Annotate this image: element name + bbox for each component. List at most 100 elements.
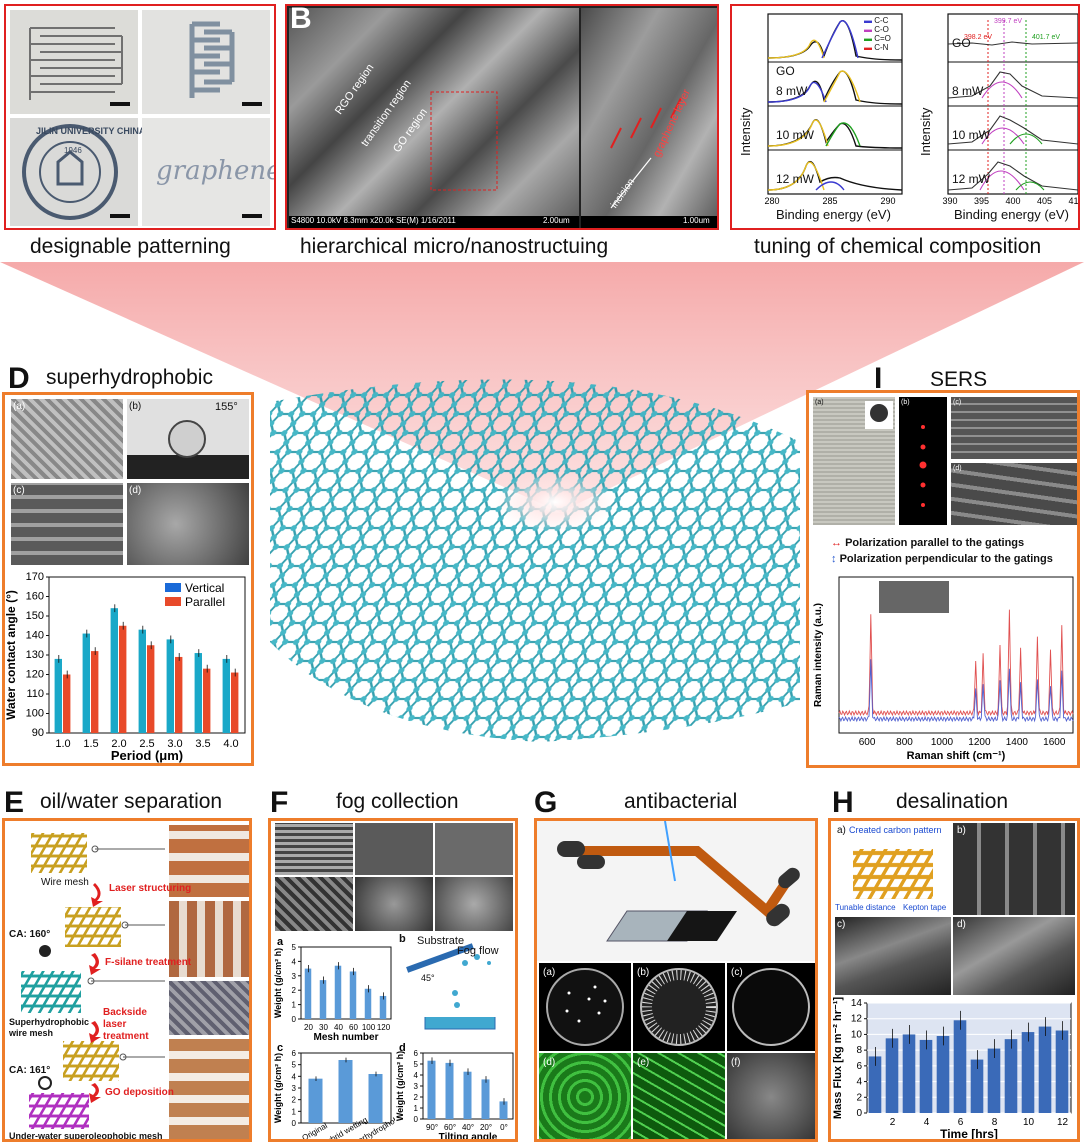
panel-f: 0 1 2 3 4 5 20 30 40 60 100 120 Mesh number Weight (g… [268, 818, 518, 1142]
sem-image-inset [581, 8, 717, 228]
x-tick-label: 0° [500, 1123, 508, 1132]
legend-c-c: C-C [874, 16, 889, 25]
y-tick-label: 5 [292, 943, 297, 952]
bar [379, 995, 387, 1019]
bar [481, 1079, 490, 1119]
panel-f-sub-b: b [399, 933, 406, 945]
mesh-photo-1 [169, 825, 249, 897]
caption-c: tuning of chemical composition [754, 235, 1042, 258]
y-tick-label: 170 [26, 571, 44, 583]
xps-right-row-12mw: 12 mW [952, 172, 991, 186]
xps-left-row-12mw: 12 mW [776, 172, 815, 186]
bar [231, 672, 239, 733]
panel-b: RGO region transition region GO region S… [285, 4, 719, 230]
panel-a-word-tile [142, 118, 270, 226]
panel-i-label-d: (d) [953, 465, 962, 472]
bar [175, 656, 183, 733]
raman-x-tick: 1400 [1006, 737, 1029, 748]
x-axis-label: Tilting angle [439, 1132, 498, 1142]
y-tick-label: 3 [414, 1082, 419, 1091]
fog-setup-diagram [406, 943, 496, 1030]
caption-a: designable patterning [30, 235, 231, 258]
raman-x-tick: 1600 [1043, 737, 1066, 748]
panel-g-title: antibacterial [624, 790, 738, 813]
bar [463, 1071, 472, 1119]
mass-flux-chart: 0 2 4 6 8 10 12 14 Time [hrs] Mass Flux [kg m⁻² h… [832, 997, 1072, 1139]
x-tick-label: 1.0 [55, 738, 70, 750]
y-tick-label: 10 [851, 1029, 863, 1040]
panel-a-pattern-1 [10, 10, 138, 114]
panel-letter-b: B [290, 2, 312, 35]
x-tick-label: 20 [304, 1023, 313, 1032]
legend-swatch-parallel [165, 597, 181, 606]
xps-left-ylabel: Intensity [738, 107, 753, 156]
label-45-deg: 45° [421, 973, 435, 983]
label-ca-160: CA: 160° [9, 929, 51, 940]
raman-legend-parallel: ↔ Polarization parallel to the gatings [831, 537, 1025, 549]
label-go-deposition: GO deposition [105, 1087, 174, 1098]
panel-g-label-d: (d) [543, 1057, 556, 1068]
xps-right-ylabel: Intensity [918, 107, 933, 156]
seal-text: JILIN UNIVERSITY CHINA [36, 126, 146, 136]
panel-h-tile-a [835, 823, 951, 915]
x-tick-label: 120 [377, 1023, 391, 1032]
legend-c-eq-o: C=O [874, 34, 891, 43]
graphene-word: graphene [156, 156, 276, 186]
panel-i-title: SERS [930, 368, 988, 391]
y-tick-label: 120 [26, 669, 44, 681]
panel-c: 280 285 290 390 395 400 405 410 Intensity Inten… [730, 4, 1080, 230]
panel-h-tile-d [953, 917, 1075, 995]
y-tick-label: 2 [292, 1096, 297, 1105]
bar [427, 1060, 436, 1119]
y-tick-label: 4 [292, 1072, 297, 1081]
label-superhydrophobic-mesh: Superhydrophobic wire mesh [9, 1017, 90, 1038]
panel-g-label-a: (a) [543, 967, 556, 978]
y-tick-label: 4 [292, 957, 297, 966]
bar [1055, 1030, 1069, 1113]
panel-f-sem-1 [275, 823, 353, 875]
x-tick-label: 40 [334, 1023, 343, 1032]
xps-left-row-8mw: 8 mW [776, 84, 808, 98]
panel-i-tile-d [951, 463, 1077, 525]
raman-x-tick: 1200 [968, 737, 991, 748]
legend-swatch-vertical [165, 583, 181, 592]
y-tick-label: 3 [292, 972, 297, 981]
contact-angle-label: 155° [215, 401, 238, 413]
droplet-icon [865, 401, 893, 429]
bar [319, 980, 327, 1019]
panel-h-label-b: b) [957, 825, 966, 836]
x-tick-label: 10 [1023, 1117, 1035, 1128]
x-axis-label: Mesh number [313, 1032, 378, 1043]
panel-g: (a) (b) (c) (d) (e) (f) [534, 818, 818, 1142]
bar [953, 1020, 967, 1113]
xps-right-row-go: GO [952, 36, 971, 50]
mesh-photo-2 [169, 901, 249, 977]
xps-right-xlabel: Binding energy (eV) [954, 207, 1069, 222]
xps-left-row-go: GO [776, 64, 795, 78]
xps-right-xtick: 400 [1005, 196, 1020, 206]
legend-c-o: C-O [874, 25, 889, 34]
y-tick-label: 5 [292, 1061, 297, 1070]
legend-parallel: Parallel [185, 595, 225, 609]
panel-f-sub-a: a [277, 936, 284, 948]
panel-i-label-c: (c) [953, 399, 962, 406]
raman-chart: 600 800 1000 1200 1400 1600 Raman shift (cm⁻¹)… [813, 576, 1074, 762]
panel-letter-f: F [270, 786, 289, 819]
mesh-process-diagram [21, 833, 165, 1129]
y-tick-label: 4 [856, 1077, 862, 1088]
panel-f-sub-c: c [277, 1042, 283, 1054]
legend-vertical: Vertical [185, 581, 224, 595]
y-tick-label: 3 [292, 1084, 297, 1093]
xps-right-xtick: 410 [1068, 196, 1080, 206]
y-tick-label: 5 [414, 1060, 419, 1069]
panel-f-sub-d: d [399, 1042, 406, 1054]
panel-letter-g: G [534, 786, 558, 819]
xps-left-xtick: 280 [764, 196, 779, 206]
panel-h-label-d: d) [957, 919, 966, 930]
water-droplet-icon [127, 420, 249, 479]
panel-f-title: fog collection [336, 790, 459, 813]
x-tick-label: 100 [362, 1023, 376, 1032]
panel-a: JILIN UNIVERSITY CHINA 1946 graphene [4, 4, 276, 230]
x-tick-label: 12 [1057, 1117, 1069, 1128]
panel-f-sem-5 [355, 877, 433, 931]
